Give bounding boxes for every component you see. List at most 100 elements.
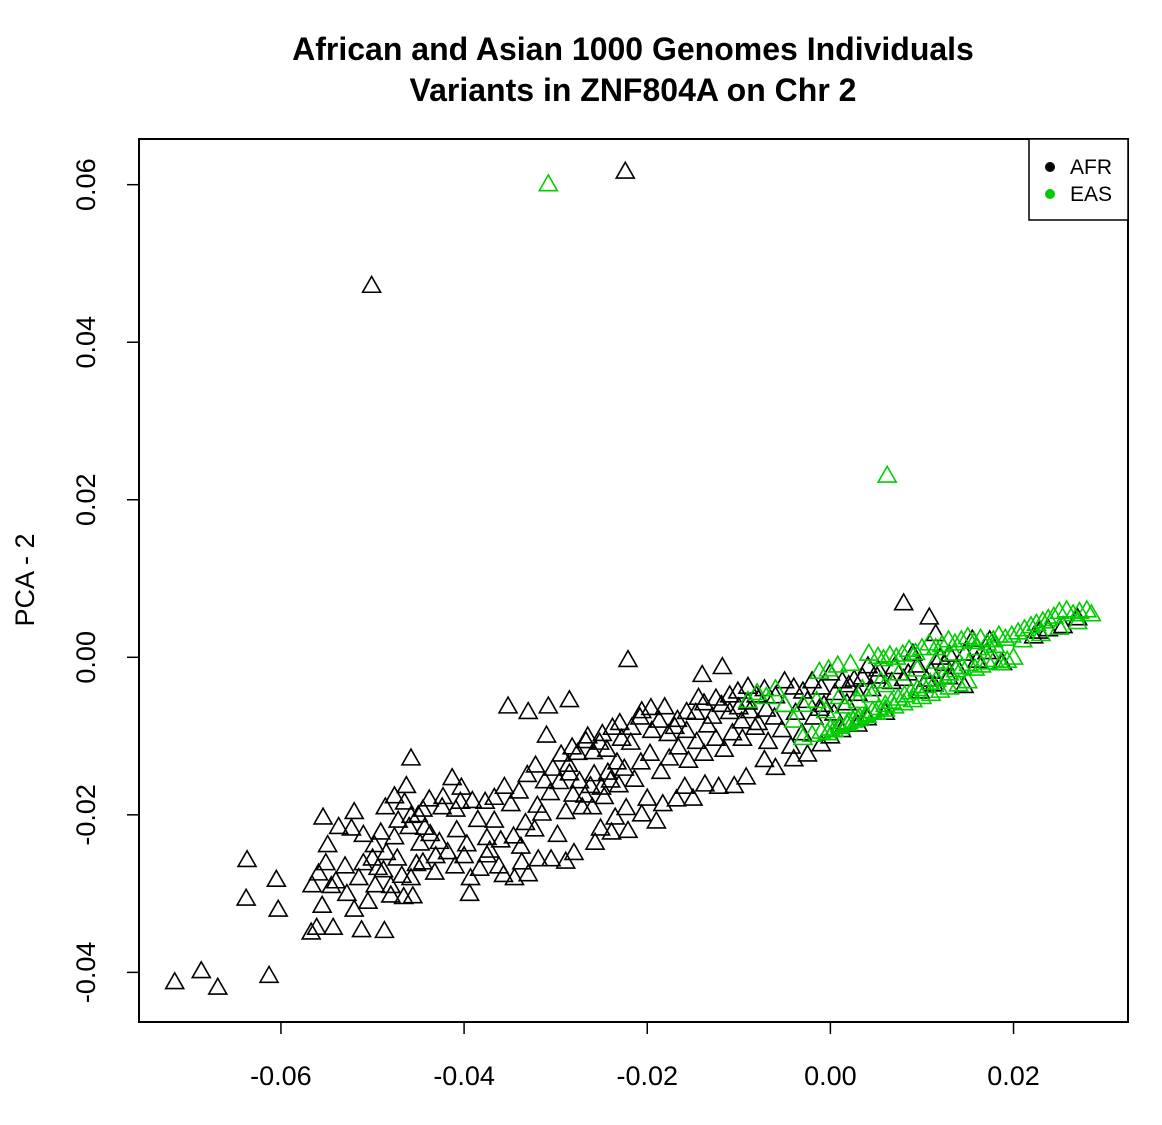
point-afr [437, 841, 458, 860]
point-eas [792, 727, 814, 746]
point-afr [563, 842, 585, 861]
point-eas [966, 637, 988, 656]
point-eas [996, 649, 1018, 669]
point-eas [948, 673, 969, 692]
point-afr [657, 723, 679, 742]
point-eas [911, 686, 933, 705]
point-afr [407, 804, 429, 823]
point-afr [384, 826, 405, 845]
point-afr [380, 884, 402, 903]
point-afr [453, 845, 475, 864]
point-afr [550, 743, 572, 762]
point-afr [571, 796, 593, 815]
point-afr [540, 848, 562, 867]
point-afr [614, 160, 636, 179]
point-afr [722, 722, 743, 741]
point-afr [591, 776, 612, 795]
point-afr [686, 730, 708, 750]
point-eas [818, 658, 839, 677]
point-eas [537, 173, 559, 192]
point-afr [631, 803, 653, 822]
point-afr [306, 916, 328, 936]
point-afr [639, 742, 661, 761]
point-afr [601, 821, 622, 840]
point-afr [460, 867, 481, 886]
point-afr [352, 823, 374, 843]
point-eas [746, 682, 768, 701]
point-afr [602, 716, 623, 735]
point-afr [918, 606, 940, 625]
point-afr [754, 749, 775, 768]
point-afr [629, 706, 651, 725]
point-afr [582, 741, 604, 760]
point-eas [737, 690, 759, 709]
point-afr [483, 809, 505, 828]
point-eas [920, 682, 942, 702]
point-eas [1037, 608, 1059, 627]
point-eas [1030, 623, 1052, 642]
point-afr [691, 664, 713, 683]
point-afr [508, 780, 530, 799]
point-eas [874, 698, 896, 717]
point-afr [713, 738, 735, 758]
point-afr [606, 751, 628, 770]
point-afr [367, 857, 389, 876]
point-eas [893, 692, 915, 711]
point-afr [791, 722, 813, 741]
chart-title-line-1: African and Asian 1000 Genomes Individua… [292, 31, 974, 67]
point-afr [774, 670, 795, 689]
point-afr [654, 696, 676, 715]
point-eas [1012, 629, 1034, 648]
point-afr [537, 695, 559, 714]
point-afr [857, 655, 879, 674]
point-afr [555, 801, 577, 820]
point-afr [364, 874, 386, 893]
point-afr [667, 736, 689, 755]
point-afr [351, 919, 372, 938]
point-afr [515, 812, 536, 831]
point-afr [771, 719, 793, 738]
point-afr [569, 770, 590, 789]
y-tick-label: -0.02 [71, 784, 101, 846]
point-eas [833, 695, 855, 714]
point-afr [893, 667, 915, 687]
point-afr [678, 749, 699, 769]
point-eas [888, 662, 910, 681]
point-eas [876, 464, 898, 483]
point-afr [611, 727, 632, 746]
point-afr [613, 757, 635, 776]
point-afr [493, 864, 514, 883]
point-eas [870, 670, 892, 689]
y-tick-label: 0.00 [71, 631, 101, 684]
legend-box [1028, 138, 1129, 221]
point-afr [374, 920, 395, 939]
point-afr [567, 741, 589, 761]
point-afr [525, 754, 546, 773]
point-afr [624, 768, 645, 787]
point-afr [190, 960, 212, 979]
point-afr [953, 675, 975, 694]
point-afr [583, 763, 605, 782]
point-afr [711, 656, 733, 675]
point-afr [391, 864, 413, 884]
y-tick-label: 0.06 [71, 158, 101, 211]
point-afr [764, 706, 785, 725]
point-afr [547, 823, 568, 843]
point-eas [847, 690, 869, 709]
point-eas [827, 654, 849, 673]
point-afr [370, 821, 392, 840]
point-afr [559, 762, 580, 781]
point-afr [596, 738, 618, 758]
point-eas [943, 642, 965, 661]
point-afr [801, 670, 823, 689]
point-eas [907, 658, 928, 677]
point-afr [693, 742, 715, 761]
point-afr [728, 696, 750, 715]
point-afr [747, 712, 769, 731]
point-eas [990, 652, 1012, 671]
legend-label-eas: EAS [1070, 183, 1112, 206]
point-afr [650, 760, 672, 780]
point-eas [856, 704, 878, 724]
point-afr [593, 786, 615, 805]
point-eas [1026, 612, 1047, 631]
